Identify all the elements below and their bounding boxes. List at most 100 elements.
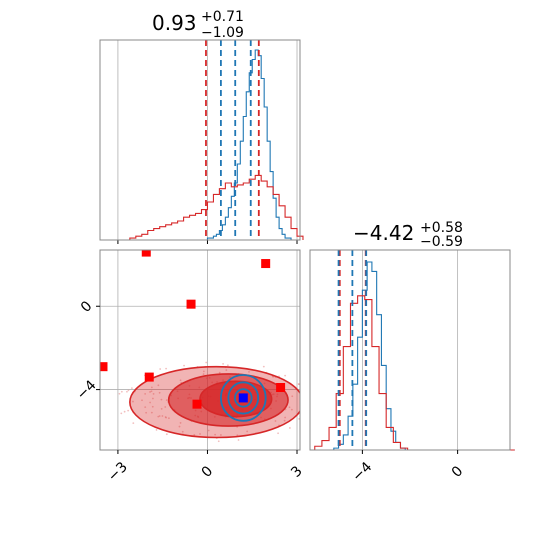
joint-blue-contour-1	[227, 381, 260, 415]
joint-sample-dot	[291, 395, 294, 398]
joint-tick-label-x: −3	[105, 459, 131, 485]
joint-sample-dot	[217, 440, 220, 443]
joint-panel-frame	[99, 249, 301, 451]
joint-sample-dot	[248, 370, 250, 373]
joint-sample-dot	[179, 379, 182, 382]
joint-sample-dot	[160, 398, 163, 401]
joint-sample-dot	[127, 389, 130, 392]
joint-sample-dot	[149, 391, 151, 393]
joint-sample-dot	[164, 406, 167, 408]
joint-sample-dot	[160, 408, 163, 410]
joint-blue-marker	[238, 393, 248, 403]
joint-red-marker	[276, 383, 286, 392]
panel-1-title-minus: −1.09	[201, 25, 244, 41]
joint-sample-dot	[144, 406, 147, 409]
joint-sample-dot	[132, 422, 135, 425]
joint-sample-dot	[159, 368, 162, 370]
joint-sample-dot	[284, 374, 287, 377]
joint-sample-dot	[150, 411, 153, 414]
joint-sample-dot	[150, 390, 153, 393]
joint-red-marker	[141, 250, 151, 257]
joint-sample-dot	[165, 399, 168, 402]
joint-tick-label-y: 0	[78, 298, 96, 316]
joint-sample-dot	[218, 371, 221, 374]
joint-sample-dot	[274, 420, 277, 422]
panel-2-frame	[309, 249, 511, 451]
joint-sample-dot	[152, 397, 154, 400]
joint-sample-dot	[205, 361, 208, 364]
panel-1-title-plus: +0.71	[201, 9, 244, 25]
joint-sample-dot	[302, 399, 304, 401]
joint-sample-dot	[120, 412, 123, 415]
joint-sample-dot	[246, 430, 249, 433]
joint-sample-dot	[202, 370, 205, 373]
joint-sample-dot	[222, 362, 224, 365]
joint-sample-dot	[306, 416, 308, 418]
joint-blue-contour-2	[234, 388, 253, 408]
panel-2-title-plus: +0.58	[420, 220, 463, 236]
joint-sample-dot	[290, 408, 293, 411]
panel-2-tick-label: −4	[349, 459, 375, 485]
joint-sample-dot	[178, 425, 181, 428]
joint-sample-dot	[151, 405, 154, 408]
joint-red-marker	[261, 259, 271, 269]
marginal-panel-1: 0.93 +0.71 −1.09	[99, 9, 304, 244]
joint-sample-dot	[149, 401, 151, 404]
joint-sample-dot	[165, 367, 168, 370]
joint-sample-dot	[220, 434, 222, 436]
joint-sample-dot	[284, 416, 287, 419]
joint-sample-dot	[262, 365, 265, 368]
joint-sample-dot	[193, 433, 196, 436]
joint-sample-dot	[132, 400, 134, 403]
joint-sample-dot	[168, 417, 170, 420]
joint-sample-dot	[237, 439, 240, 441]
joint-sample-dot	[283, 419, 286, 422]
joint-sample-dot	[145, 411, 148, 414]
joint-sample-dot	[123, 410, 126, 413]
joint-sample-dot	[202, 373, 205, 376]
joint-tick-label-x: 3	[288, 463, 306, 481]
joint-sample-dot	[179, 422, 182, 424]
joint-sample-dot	[272, 375, 274, 378]
joint-sample-dot	[150, 386, 153, 389]
joint-sample-dot	[141, 399, 143, 402]
joint-sample-dot	[131, 387, 133, 390]
joint-sample-dot	[157, 384, 160, 387]
joint-red-marker	[100, 362, 108, 372]
joint-sample-dot	[226, 364, 229, 367]
joint-tick-label-x: 0	[199, 463, 217, 481]
joint-tick-label-y: −4	[74, 377, 100, 403]
panel-1-hist-series-1	[100, 174, 304, 241]
joint-sample-dot	[144, 392, 147, 395]
panel-2-title-minus: −0.59	[420, 234, 463, 250]
joint-sample-dot	[207, 429, 210, 432]
joint-red-marker	[186, 299, 196, 309]
joint-sample-dot	[152, 392, 155, 395]
joint-sample-dot	[157, 415, 160, 418]
joint-sample-dot	[181, 430, 184, 433]
joint-sample-dot	[288, 406, 291, 409]
joint-sample-dot	[118, 392, 121, 395]
panel-2-tick-label: 0	[449, 463, 467, 481]
panel-2-title-value: −4.42	[353, 221, 414, 245]
joint-sample-dot	[183, 364, 185, 367]
joint-sample-dot	[158, 391, 161, 394]
joint-red-marker	[192, 399, 202, 409]
panel-1-frame	[99, 39, 301, 241]
joint-sample-dot	[214, 433, 217, 436]
joint-sample-dot	[120, 390, 123, 393]
joint-sample-dot	[158, 415, 161, 417]
joint-sample-dot	[155, 429, 158, 431]
joint-red-marker	[144, 372, 154, 382]
joint-sample-dot	[225, 369, 228, 371]
joint-sample-dot	[126, 390, 128, 393]
panel-1-background	[100, 40, 300, 240]
joint-sample-dot	[164, 416, 167, 418]
joint-sample-dot	[288, 427, 291, 429]
marginal-panel-2: −4 0 −4.42 +0.58 −0.59	[309, 220, 515, 485]
joint-blue-contour-0	[219, 374, 267, 422]
joint-panel: −3 0 3 0 −4	[74, 249, 308, 485]
joint-sample-dot	[165, 433, 168, 436]
